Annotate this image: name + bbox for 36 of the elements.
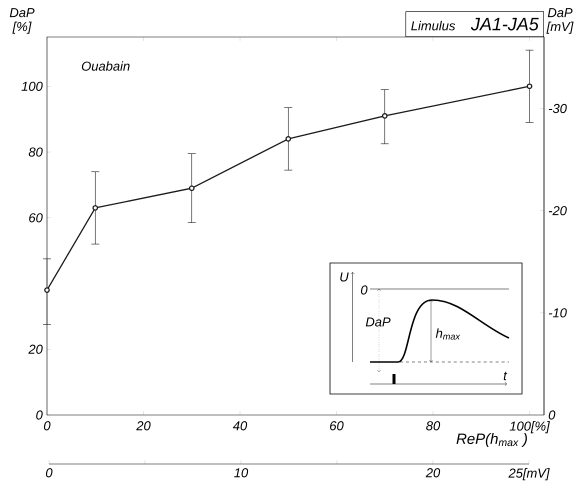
- point: [526, 83, 532, 90]
- x2-tick-label: 10: [234, 468, 248, 478]
- x-tick-label: 60: [330, 421, 344, 430]
- x2-tick-label: 25[mV]: [508, 468, 550, 480]
- y2-tick-label: -20: [548, 206, 567, 216]
- y-tick-label: 20: [28, 344, 43, 354]
- annotation: Ouabain: [82, 61, 130, 71]
- chart-title: Limulus: [411, 20, 456, 30]
- y2-tick-label: -30: [548, 104, 567, 114]
- y2-axis-title: DaP [mV]: [546, 8, 574, 34]
- x-tick-label: 40: [232, 421, 248, 430]
- annotation: 0: [360, 285, 368, 295]
- y-tick-label: 80: [28, 147, 43, 157]
- point: [382, 113, 388, 119]
- y2-tick-label: 0: [548, 410, 556, 420]
- y-tick-label: 60: [29, 213, 43, 222]
- x-tick-label: 100[%]: [510, 421, 550, 434]
- x-tick-label: 80: [426, 421, 440, 430]
- y-tick-label: 0: [36, 410, 43, 420]
- annotation: U: [340, 272, 349, 282]
- point: [188, 185, 195, 192]
- chart-subtitle: JA1-JA5: [470, 18, 539, 30]
- annotation: DaP: [366, 317, 391, 327]
- annotation: t: [504, 372, 508, 380]
- point: [44, 287, 50, 293]
- x-axis-title: ReP(h$_{max}$ ): [456, 433, 527, 447]
- annotation: h$_{max}$: [436, 328, 460, 340]
- x-tick-label: 20: [136, 421, 151, 430]
- y-axis-title: DaP [%]: [10, 8, 35, 34]
- x2-tick-label: 0: [46, 468, 52, 478]
- x-tick-label: 0: [44, 421, 50, 430]
- y2-tick-label: -10: [548, 308, 567, 318]
- point: [92, 205, 98, 211]
- x2-tick-label: 20: [426, 468, 440, 478]
- y-tick-label: 100: [22, 82, 43, 91]
- point: [285, 136, 292, 142]
